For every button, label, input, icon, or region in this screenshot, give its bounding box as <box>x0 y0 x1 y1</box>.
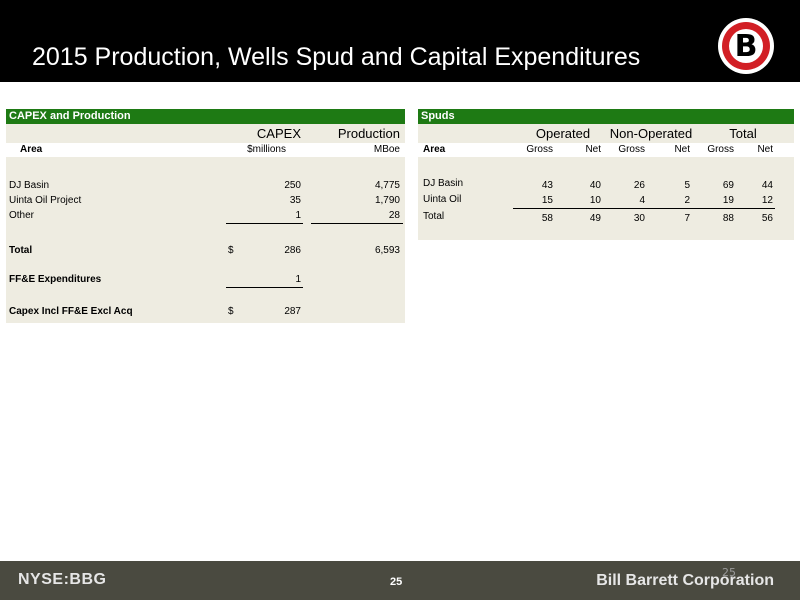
title-bar: 2015 Production, Wells Spud and Capital … <box>0 0 800 82</box>
spuds-cell: 30 <box>633 213 645 224</box>
slide-number: 25 <box>722 566 736 579</box>
footer-bar: NYSE:BBG 25 Bill Barrett Corporation <box>0 561 800 600</box>
production-subtotal-rule <box>311 223 403 224</box>
spuds-subtotal-rule <box>513 208 775 209</box>
spuds-row-area: DJ Basin <box>423 178 464 189</box>
capex-incl-currency: $ <box>228 306 234 317</box>
spuds-col-area: Area <box>423 144 446 155</box>
spuds-group-non-operated: Non-Operated <box>609 126 693 141</box>
capex-col-area: Area <box>20 144 43 155</box>
page-title: 2015 Production, Wells Spud and Capital … <box>32 43 641 71</box>
spuds-cell: 4 <box>639 195 645 206</box>
spuds-cell: 69 <box>722 180 734 191</box>
logo-letter: B <box>735 29 758 64</box>
capex-incl-value: 287 <box>284 306 301 317</box>
capex-subtotal-rule <box>226 223 303 224</box>
ffe-rule <box>226 287 303 288</box>
ffe-value: 1 <box>295 274 301 285</box>
spuds-col-net: Net <box>757 144 773 155</box>
spuds-col-net: Net <box>674 144 690 155</box>
spuds-cell: 43 <box>541 180 553 191</box>
capex-production-table: CAPEX and Production CAPEX Production Ar… <box>6 109 405 323</box>
footer-company-name: Bill Barrett Corporation <box>596 572 774 589</box>
spuds-cell: 19 <box>722 195 734 206</box>
footer-page-number: 25 <box>390 576 403 588</box>
capex-row-capex: 35 <box>289 195 301 206</box>
spuds-cell: 5 <box>684 180 690 191</box>
spuds-column-header-row <box>418 143 794 157</box>
capex-col-mboe: MBoe <box>373 144 400 155</box>
capex-row-production: 1,790 <box>374 195 400 206</box>
ffe-label: FF&E Expenditures <box>9 274 102 285</box>
capex-total-currency: $ <box>228 245 234 256</box>
spuds-cell: 49 <box>589 213 601 224</box>
capex-row-area: Other <box>9 210 35 221</box>
spuds-col-net: Net <box>585 144 601 155</box>
spuds-row-area: Total <box>423 211 445 222</box>
spuds-col-gross: Gross <box>707 144 734 155</box>
spuds-cell: 88 <box>722 213 734 224</box>
capex-row-capex: 250 <box>284 180 301 191</box>
capex-row-area: DJ Basin <box>9 180 50 191</box>
capex-total-value: 286 <box>284 245 301 256</box>
production-total-value: 6,593 <box>374 245 400 256</box>
spuds-group-operated: Operated <box>535 126 591 141</box>
spuds-cell: 26 <box>633 180 645 191</box>
company-logo-icon: B <box>718 18 774 74</box>
spuds-cell: 2 <box>684 195 690 206</box>
spuds-cell: 10 <box>589 195 601 206</box>
spuds-cell: 7 <box>684 213 690 224</box>
spuds-col-gross: Gross <box>618 144 645 155</box>
capex-incl-label: Capex Incl FF&E Excl Acq <box>9 306 133 317</box>
capex-row-area: Uinta Oil Project <box>9 195 82 206</box>
capex-column-header-row <box>6 143 405 157</box>
spuds-col-gross: Gross <box>526 144 553 155</box>
spuds-cell: 58 <box>541 213 553 224</box>
spuds-cell: 40 <box>589 180 601 191</box>
production-group-label: Production <box>337 126 400 141</box>
spuds-panel-header: Spuds <box>418 109 794 124</box>
capex-row-production: 28 <box>388 210 400 221</box>
spuds-table: Spuds Operated Non-Operated Total Area G… <box>418 109 794 240</box>
spuds-cell: 15 <box>541 195 553 206</box>
spuds-cell: 44 <box>761 180 773 191</box>
spuds-group-total: Total <box>729 126 757 141</box>
capex-panel-header: CAPEX and Production <box>6 109 405 124</box>
spuds-cell: 56 <box>761 213 773 224</box>
spuds-cell: 12 <box>761 195 773 206</box>
capex-col-millions: $millions <box>247 144 286 155</box>
spuds-row-area: Uinta Oil <box>423 194 462 205</box>
capex-row-production: 4,775 <box>374 180 400 191</box>
capex-group-label: CAPEX <box>256 126 301 141</box>
capex-total-label: Total <box>9 245 33 256</box>
capex-row-capex: 1 <box>295 210 301 221</box>
footer-ticker: NYSE:BBG <box>18 571 107 588</box>
